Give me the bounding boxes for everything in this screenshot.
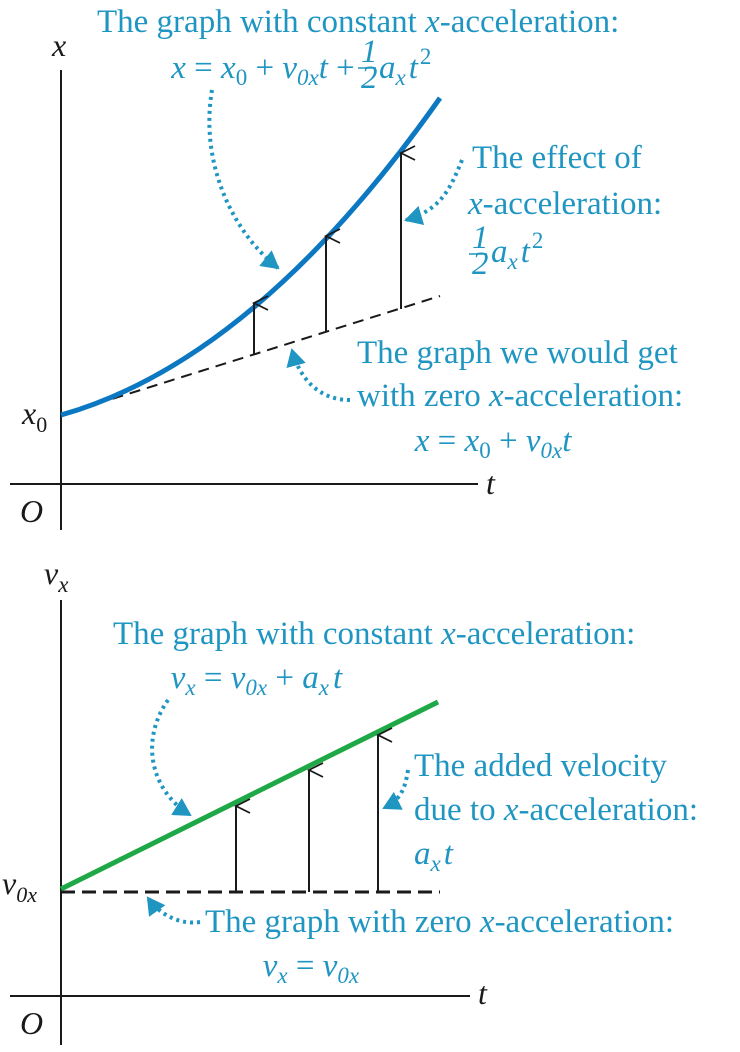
top-zero-accel-line	[60, 295, 441, 416]
svg-text:2: 2	[472, 246, 489, 282]
bottom-added-caption-line2: due to x-acceleration:	[414, 792, 698, 828]
top-effect-callout-pointer	[404, 159, 464, 226]
bottom-line-equation: vx = v0x + ax t	[113, 660, 383, 700]
top-effect-caption-line1: The effect of	[472, 140, 642, 176]
bottom-graph: vx t O v0x The graph with constant x-acc…	[2, 555, 698, 1045]
top-zero-equation: x = x0 + v0xt	[357, 423, 613, 463]
bottom-added-equation: axt	[414, 836, 454, 876]
bottom-origin-label: O	[20, 1005, 43, 1041]
top-x-axis-label: t	[486, 465, 496, 501]
top-zero-caption-line1: The graph we would get	[357, 335, 678, 371]
bottom-added-caption-line1: The added velocity	[414, 748, 667, 784]
svg-text:1: 1	[472, 220, 489, 256]
svg-text:axt2: axt2	[379, 44, 431, 90]
top-zero-callout-pointer	[286, 348, 351, 402]
svg-text:axt2: axt2	[491, 228, 543, 274]
top-effect-equation: 1 2 axt2	[469, 220, 543, 282]
svg-text:1: 1	[361, 34, 378, 70]
top-graph: x t O x0 The graph with constant x-accel…	[10, 4, 683, 530]
bottom-y-axis-label: vx	[44, 555, 69, 597]
bottom-line-caption: The graph with constant x-acceleration:	[113, 616, 635, 652]
bottom-velocity-line	[59, 699, 440, 892]
svg-text:x = x0 + v0xt +: x = x0 + v0xt +	[97, 50, 421, 90]
top-y-axis-label: x	[51, 27, 66, 63]
top-zero-caption-line2: with zero x-acceleration:	[357, 378, 683, 414]
top-curve-caption: The graph with constant x-acceleration:	[97, 4, 619, 40]
bottom-intercept-label: v0x	[2, 865, 37, 907]
top-origin-label: O	[20, 493, 43, 529]
svg-text:2: 2	[361, 60, 378, 96]
top-effect-caption-line2: x-acceleration:	[467, 186, 662, 222]
top-curve-equation: x = x0 + v0xt + 1 2 axt2	[97, 34, 431, 96]
bottom-zero-equation: vx = v0x	[205, 948, 400, 991]
bottom-line-callout-pointer	[150, 698, 192, 817]
top-curve-callout-pointer	[207, 89, 280, 270]
bottom-added-callout-pointer	[382, 769, 410, 810]
bottom-zero-caption: The graph with zero x-acceleration:	[205, 904, 674, 940]
bottom-zero-callout-pointer	[146, 896, 201, 925]
top-intercept-label: x0	[21, 395, 47, 437]
bottom-x-axis-label: t	[478, 975, 488, 1011]
